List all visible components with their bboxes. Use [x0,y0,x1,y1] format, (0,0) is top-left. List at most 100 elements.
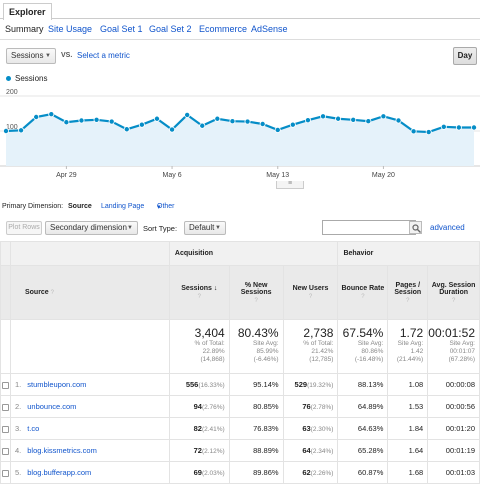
row-checkbox[interactable] [0,461,11,484]
data-point [320,113,327,120]
new-sessions-cell: 95.14% [228,373,284,396]
table-row[interactable]: 4. blog.kissmetrics.com 72(2.12%) 88.89% 64(… [0,439,480,462]
help-icon: ? [254,297,258,304]
pages-cell: 1.53 [387,395,429,418]
data-point [244,118,251,125]
help-icon: ? [308,294,313,300]
data-point [153,115,160,122]
col-sessions[interactable]: Sessions ↓? [168,265,230,320]
bounce-cell: 65.28% [337,439,389,462]
data-point [304,117,311,124]
data-point [78,117,85,124]
source-link[interactable]: unbounce.com [27,402,77,411]
source-link[interactable]: stumbleupon.com [27,380,87,389]
total-cell: 80.43% Site Avg: 85.99% (-6.46%) [228,319,284,374]
data-point [138,121,145,128]
data-point [214,115,221,122]
metric-select[interactable]: Sessions ▼ [6,48,56,64]
data-point [259,121,266,128]
data-point [380,113,387,120]
bounce-cell: 64.89% [337,395,389,418]
legend-dot-icon [6,76,11,82]
total-cell: 2,738% of Total: 21.42% (12,785) [282,319,339,374]
subtab-goal-set-1[interactable]: Goal Set 1 [100,24,143,34]
duration-cell: 00:01:20 [427,417,480,440]
data-point [18,127,25,134]
col-pages-session[interactable]: Pages / Session? [387,265,429,320]
col-new-users[interactable]: New Users? [282,265,339,320]
data-point [470,124,477,131]
plot-rows-button[interactable]: Plot Rows [6,221,42,235]
advanced-link[interactable]: advanced [430,223,465,232]
chevron-down-icon: ▼ [215,225,221,231]
dimension-other[interactable]: Other ▾ [157,203,175,211]
sort-type-select[interactable]: Default ▼ [184,221,226,235]
help-icon: ? [50,290,54,296]
data-point [335,115,342,122]
duration-cell: 00:00:08 [427,373,480,396]
dimension-landing-page[interactable]: Landing Page [101,203,145,210]
y-tick-label: 100 [6,124,18,131]
row-checkbox[interactable] [0,439,11,462]
legend-label: Sessions [15,74,48,83]
col-source[interactable]: Source ? [9,265,170,320]
col-bounce-rate[interactable]: Bounce Rate? [337,265,389,320]
help-icon: ? [451,297,456,304]
help-icon: ? [197,294,201,300]
duration-cell: 00:01:19 [427,439,480,462]
source-link[interactable]: blog.kissmetrics.com [27,446,97,455]
row-checkbox[interactable] [0,417,11,440]
dimension-source[interactable]: Source [68,203,92,210]
bounce-cell: 64.63% [337,417,389,440]
metric-select-label: Sessions [11,51,44,60]
data-point [48,111,55,118]
source-cell: 1. stumbleupon.com [9,373,170,396]
bounce-cell: 60.87% [337,461,389,484]
group-behavior: Behavior [337,241,480,266]
subtab-ecommerce[interactable]: Ecommerce [199,24,248,34]
subtab-summary[interactable]: Summary [5,24,44,34]
data-point [123,126,130,133]
data-point [274,126,281,133]
secondary-dimension-select[interactable]: Secondary dimension ▼ [45,221,138,235]
new-users-cell: 63(2.30%) [282,417,339,440]
select-metric-link[interactable]: Select a metric [77,51,130,60]
row-checkbox[interactable] [0,373,11,396]
pages-cell: 1.84 [387,417,429,440]
help-icon: ? [361,294,365,300]
column-header-row: Source ? Sessions ↓? % New Sessions? New… [0,265,480,320]
table-row[interactable]: 5. blog.bufferapp.com 69(2.03%) 89.86% 62(2.… [0,461,480,484]
table-search-input[interactable] [322,220,416,235]
pages-cell: 1.64 [387,439,429,462]
table-row[interactable]: 2. unbounce.com 94(2.76%) 80.85% 76(2.78%) 64… [0,395,480,418]
sessions-cell: 72(2.12%) [168,439,230,462]
data-point [3,128,9,135]
new-users-cell: 64(2.34%) [282,439,339,462]
sessions-cell: 94(2.76%) [168,395,230,418]
row-checkbox[interactable] [0,395,11,418]
subtab-site-usage[interactable]: Site Usage [48,24,93,34]
chevron-down-icon: ▼ [45,53,51,59]
new-sessions-cell: 89.86% [228,461,284,484]
pages-cell: 1.68 [387,461,429,484]
chart-resize-grip[interactable]: ≡ [276,180,304,189]
col-new-sessions[interactable]: % New Sessions? [228,265,284,320]
subtab-adsense[interactable]: AdSense [251,24,288,34]
search-icon[interactable] [409,221,422,234]
data-point [169,126,176,133]
col-duration[interactable]: Avg. Session Duration? [427,265,480,320]
tab-explorer[interactable]: Explorer [3,3,52,20]
pages-cell: 1.08 [387,373,429,396]
table-row[interactable]: 1. stumbleupon.com 556(16.33%) 95.14% 529(19… [0,373,480,396]
source-cell: 4. blog.kissmetrics.com [9,439,170,462]
table-row[interactable]: 3. t.co 82(2.41%) 76.83% 63(2.30%) 64.63% 1.84… [0,417,480,440]
group-acquisition: Acquisition [168,241,339,266]
data-point [33,113,40,120]
source-link[interactable]: t.co [27,424,40,433]
data-table: Acquisition Behavior Source ? Sessions ↓… [0,241,480,484]
subtab-goal-set-2[interactable]: Goal Set 2 [149,24,192,34]
duration-cell: 00:00:56 [427,395,480,418]
source-cell: 3. t.co [9,417,170,440]
source-link[interactable]: blog.bufferapp.com [27,468,92,477]
day-button[interactable]: Day [453,47,477,65]
